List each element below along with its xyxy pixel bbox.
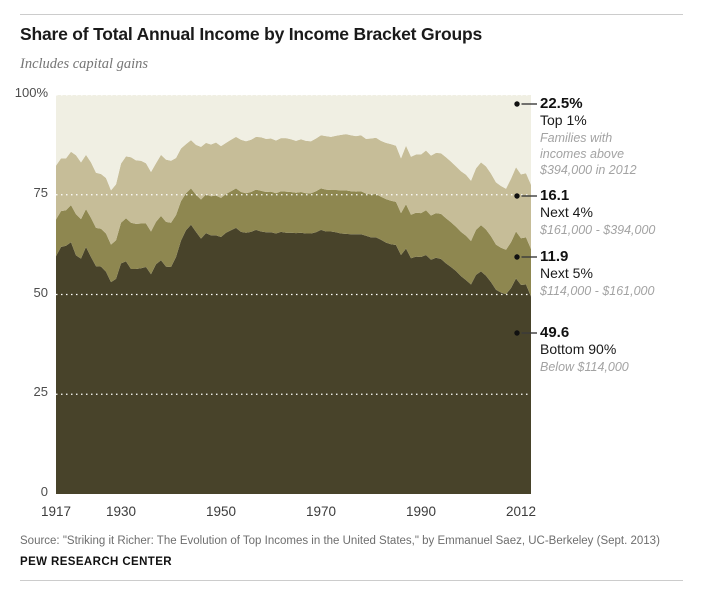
annotation-description: $161,000 - $394,000: [540, 223, 656, 237]
annotation-value: 16.1: [540, 187, 570, 204]
area-band-next-4: [56, 134, 531, 250]
annotation-value: 11.9: [540, 248, 569, 265]
source-note: Source: "Striking it Richer: The Evoluti…: [20, 535, 660, 547]
bottom-divider: [20, 580, 683, 581]
annotation-label: Next 5%: [540, 265, 593, 281]
y-tick-25: 25: [33, 384, 48, 400]
area-band-top-1: [56, 95, 531, 191]
annotation-dot: [514, 254, 520, 260]
annotation-description: Below $114,000: [540, 360, 629, 374]
x-tick-1970: 1970: [305, 504, 337, 519]
x-tick-1917: 1917: [40, 504, 72, 519]
annotation-bottom-90-: 49.6 Bottom 90% Below $114,000: [540, 325, 629, 375]
annotation-label: Bottom 90%: [540, 341, 617, 357]
x-tick-1950: 1950: [205, 504, 237, 519]
annotation-dot: [514, 101, 520, 107]
annotation-value: 49.6: [540, 324, 570, 341]
y-tick-75: 75: [33, 184, 48, 200]
annotation-label: Next 4%: [540, 204, 593, 220]
annotation-value: 22.5%: [540, 95, 583, 112]
chart-subtitle: Includes capital gains: [20, 56, 149, 72]
x-tick-2012: 2012: [505, 504, 537, 519]
area-band-bottom-90: [56, 224, 531, 494]
annotation-description: Families with incomes above $394,000 in 20…: [540, 131, 637, 177]
annotation-description: $114,000 - $161,000: [540, 284, 655, 298]
annotation-dot: [514, 330, 520, 336]
y-tick-50: 50: [33, 284, 48, 300]
annotation-top-1-: 22.5% Top 1% Families with incomes above $39…: [540, 96, 637, 178]
chart-title: Share of Total Annual Income by Income B…: [20, 24, 482, 44]
area-band-next-5: [56, 188, 531, 297]
brand-wordmark: PEW RESEARCH CENTER: [20, 556, 173, 568]
annotation-label: Top 1%: [540, 112, 587, 128]
x-tick-1990: 1990: [405, 504, 437, 519]
annotation-next-4-: 16.1 Next 4% $161,000 - $394,000: [540, 188, 655, 238]
annotation-dot: [514, 193, 520, 199]
annotation-next-5-: 11.9 Next 5% $114,000 - $161,000: [540, 249, 654, 299]
y-tick-0: 0: [40, 484, 48, 499]
x-tick-1930: 1930: [105, 504, 137, 519]
y-tick-100: 100%: [14, 85, 48, 100]
top-divider: [20, 14, 683, 15]
